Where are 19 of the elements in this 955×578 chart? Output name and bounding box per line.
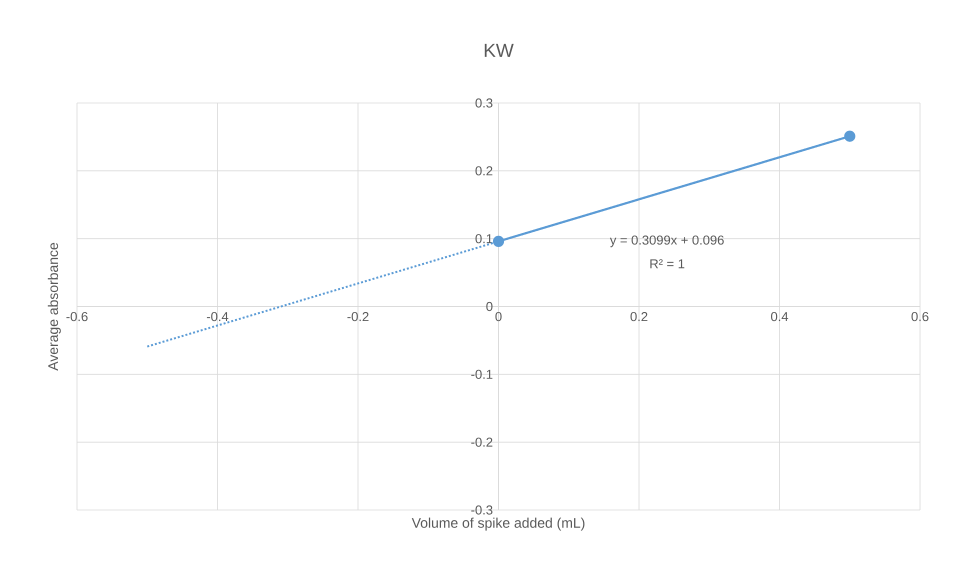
- y-tick-label: 0.2: [475, 166, 492, 176]
- x-tick-label: -0.6: [66, 312, 88, 322]
- x-tick-label: -0.4: [206, 312, 228, 322]
- x-tick-label: 0.2: [630, 312, 648, 322]
- x-tick-label: 0.4: [771, 312, 788, 322]
- annotation: R² = 1: [650, 259, 684, 268]
- y-axis-title: Average absorbance: [48, 242, 61, 371]
- chart-title: KW: [484, 44, 514, 57]
- x-tick-label: 0: [495, 312, 502, 322]
- x-tick-label: 0.6: [912, 312, 928, 322]
- y-tick-label: -0.2: [471, 438, 492, 447]
- y-tick-label: 0: [486, 302, 492, 312]
- y-tick-label: 0.1: [475, 234, 492, 244]
- y-tick-label: 0.3: [475, 98, 492, 108]
- y-tick-label: -0.1: [471, 370, 492, 379]
- annotation: y = 0.3099x + 0.096: [610, 236, 724, 248]
- x-tick-label: -0.2: [347, 312, 369, 322]
- x-axis-title: Volume of spike added (mL): [412, 518, 584, 531]
- y-tick-label: -0.3: [471, 505, 492, 515]
